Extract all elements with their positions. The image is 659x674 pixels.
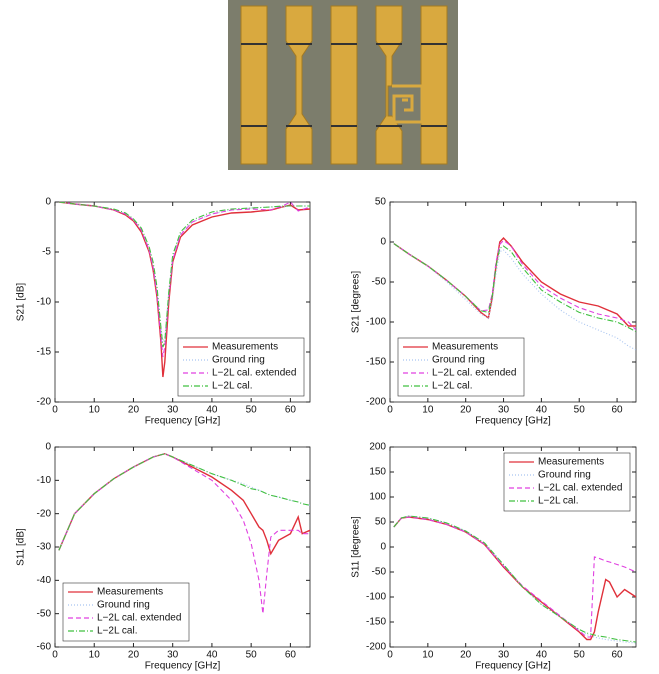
legend-label: Ground ring bbox=[212, 355, 265, 366]
x-tick-label: 10 bbox=[89, 650, 101, 661]
series-line bbox=[393, 243, 636, 351]
series-line bbox=[58, 202, 310, 348]
x-tick-label: 30 bbox=[498, 650, 510, 661]
series-line bbox=[393, 516, 636, 638]
y-tick-label: -150 bbox=[366, 357, 386, 368]
x-axis-label: Frequency [GHz] bbox=[145, 416, 221, 427]
x-axis-label: Frequency [GHz] bbox=[145, 661, 221, 672]
x-tick-label: 10 bbox=[89, 405, 101, 416]
legend-label: Ground ring bbox=[97, 600, 150, 611]
x-tick-label: 10 bbox=[422, 650, 434, 661]
legend-label: L−2L cal. extended bbox=[212, 368, 296, 379]
y-tick-label: 200 bbox=[369, 442, 386, 453]
series-line bbox=[393, 515, 636, 643]
series-line bbox=[58, 453, 310, 551]
legend-label: L−2L cal. bbox=[432, 381, 473, 392]
y-tick-label: -10 bbox=[37, 475, 52, 486]
x-tick-label: 0 bbox=[52, 405, 58, 416]
y-axis-label: S21 [degrees] bbox=[351, 271, 362, 333]
y-tick-label: 0 bbox=[380, 237, 386, 248]
y-tick-label: 150 bbox=[369, 467, 386, 478]
y-tick-label: -40 bbox=[37, 575, 52, 586]
series-line bbox=[393, 243, 636, 333]
legend-label: Measurements bbox=[432, 342, 498, 353]
y-tick-label: -200 bbox=[366, 397, 386, 408]
y-tick-label: -50 bbox=[37, 608, 52, 619]
x-tick-label: 50 bbox=[574, 405, 586, 416]
y-tick-label: -100 bbox=[366, 317, 386, 328]
x-tick-label: 30 bbox=[167, 650, 179, 661]
series-line bbox=[58, 453, 310, 614]
x-tick-label: 0 bbox=[387, 650, 393, 661]
legend-label: Ground ring bbox=[432, 355, 485, 366]
y-tick-label: -20 bbox=[37, 508, 52, 519]
y-tick-label: -10 bbox=[37, 297, 52, 308]
legend-label: Measurements bbox=[97, 587, 163, 598]
y-axis-label: S11 [dB] bbox=[16, 528, 27, 566]
y-tick-label: -15 bbox=[37, 347, 52, 358]
x-tick-label: 60 bbox=[285, 405, 297, 416]
y-tick-label: -150 bbox=[366, 617, 386, 628]
x-tick-label: 10 bbox=[422, 405, 434, 416]
x-tick-label: 60 bbox=[612, 405, 624, 416]
y-tick-label: -5 bbox=[42, 247, 51, 258]
y-axis-label: S11 [degrees] bbox=[351, 516, 362, 578]
chip-photo bbox=[228, 0, 458, 170]
y-tick-label: 50 bbox=[375, 197, 387, 208]
series-line bbox=[58, 202, 310, 358]
y-tick-label: -100 bbox=[366, 592, 386, 603]
x-tick-label: 40 bbox=[206, 650, 218, 661]
x-tick-label: 0 bbox=[52, 650, 58, 661]
x-tick-label: 20 bbox=[460, 405, 472, 416]
legend-label: Ground ring bbox=[538, 470, 591, 481]
y-tick-label: -50 bbox=[372, 277, 387, 288]
x-axis-label: Frequency [GHz] bbox=[475, 661, 551, 672]
y-tick-label: -200 bbox=[366, 642, 386, 653]
y-tick-label: -60 bbox=[37, 642, 52, 653]
y-axis-label: S21 [dB] bbox=[16, 283, 27, 322]
x-tick-label: 40 bbox=[206, 405, 218, 416]
x-tick-label: 30 bbox=[498, 405, 510, 416]
x-tick-label: 50 bbox=[574, 650, 586, 661]
x-tick-label: 0 bbox=[387, 405, 393, 416]
legend-label: Measurements bbox=[538, 457, 604, 468]
legend-label: L−2L cal. bbox=[97, 626, 138, 637]
x-tick-label: 50 bbox=[246, 650, 258, 661]
x-tick-label: 60 bbox=[285, 650, 297, 661]
y-tick-label: 0 bbox=[380, 542, 386, 553]
x-tick-label: 20 bbox=[128, 650, 140, 661]
y-tick-label: -30 bbox=[37, 542, 52, 553]
legend-label: L−2L cal. extended bbox=[432, 368, 516, 379]
x-tick-label: 20 bbox=[460, 650, 472, 661]
x-tick-label: 50 bbox=[246, 405, 258, 416]
y-tick-label: -20 bbox=[37, 397, 52, 408]
y-tick-label: 0 bbox=[45, 197, 51, 208]
y-tick-label: 50 bbox=[375, 517, 387, 528]
y-tick-label: 100 bbox=[369, 492, 386, 503]
x-tick-label: 40 bbox=[536, 405, 548, 416]
x-axis-label: Frequency [GHz] bbox=[475, 416, 551, 427]
x-tick-label: 30 bbox=[167, 405, 179, 416]
legend-label: L−2L cal. bbox=[538, 496, 579, 507]
legend-label: Measurements bbox=[212, 342, 278, 353]
legend-label: L−2L cal. bbox=[212, 381, 253, 392]
legend-label: L−2L cal. extended bbox=[538, 483, 622, 494]
x-tick-label: 60 bbox=[612, 650, 624, 661]
x-tick-label: 20 bbox=[128, 405, 140, 416]
y-tick-label: -50 bbox=[372, 567, 387, 578]
legend-label: L−2L cal. extended bbox=[97, 613, 181, 624]
y-tick-label: 0 bbox=[45, 442, 51, 453]
x-tick-label: 40 bbox=[536, 650, 548, 661]
